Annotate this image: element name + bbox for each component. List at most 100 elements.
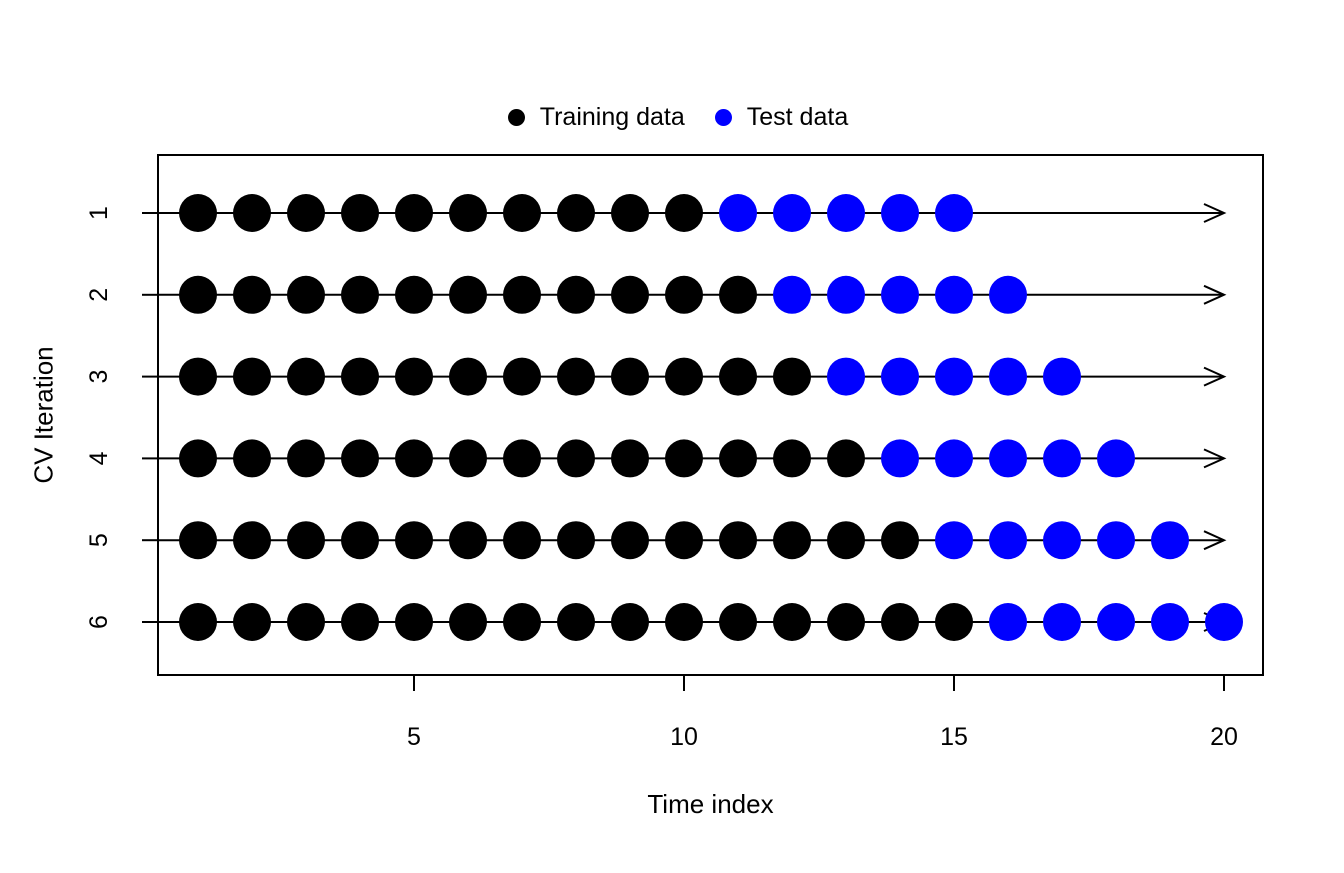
train-point	[449, 603, 487, 641]
x-tick-label: 15	[940, 723, 968, 751]
train-point	[881, 603, 919, 641]
test-point	[935, 521, 973, 560]
train-point	[935, 603, 973, 641]
train-point	[611, 603, 649, 641]
plot-border	[157, 154, 1264, 676]
test-point	[935, 275, 973, 314]
arrow-head-icon	[1203, 203, 1227, 223]
y-tick-label: 4	[85, 451, 113, 465]
train-point	[719, 357, 757, 396]
test-point	[827, 275, 865, 314]
train-point	[395, 603, 433, 641]
train-point	[233, 603, 271, 641]
train-point	[287, 275, 325, 314]
y-tick-label: 3	[85, 370, 113, 384]
train-point	[395, 275, 433, 314]
train-point	[827, 521, 865, 560]
train-point	[611, 439, 649, 478]
x-tick-label: 20	[1210, 723, 1238, 751]
test-point	[1043, 357, 1081, 396]
legend-item-test-data: Test data	[714, 102, 849, 132]
arrow-head-icon	[1203, 366, 1227, 387]
train-point	[287, 439, 325, 478]
test-point	[827, 194, 865, 232]
train-point	[287, 357, 325, 396]
train-point	[395, 194, 433, 232]
train-point	[341, 357, 379, 396]
x-tick-label: 10	[670, 723, 698, 751]
train-point	[233, 275, 271, 314]
arrow-head-icon	[1203, 284, 1227, 305]
train-point	[449, 521, 487, 560]
train-point	[179, 275, 217, 314]
train-point	[503, 194, 541, 232]
train-point	[341, 194, 379, 232]
train-point	[287, 521, 325, 560]
cv-row-2	[158, 275, 1227, 314]
legend-label-test-data: Test data	[746, 102, 849, 131]
train-point	[557, 439, 595, 478]
train-point	[557, 357, 595, 396]
train-point	[719, 521, 757, 560]
x-axis-title: Time index	[647, 789, 774, 819]
train-point	[341, 439, 379, 478]
train-point	[557, 275, 595, 314]
train-point	[179, 521, 217, 560]
x-tick-label: 5	[407, 723, 421, 751]
test-point	[1043, 521, 1081, 560]
train-point	[719, 275, 757, 314]
y-tick-label: 2	[85, 288, 113, 302]
test-point	[881, 439, 919, 478]
test-point	[773, 194, 811, 232]
train-point	[449, 439, 487, 478]
train-point	[395, 357, 433, 396]
train-point	[503, 439, 541, 478]
train-point	[395, 521, 433, 560]
y-tick-label: 5	[85, 533, 113, 547]
train-point	[341, 603, 379, 641]
train-point	[665, 603, 703, 641]
train-point	[233, 194, 271, 232]
test-point	[1043, 439, 1081, 478]
train-point	[773, 357, 811, 396]
train-point	[611, 194, 649, 232]
test-point	[1151, 521, 1189, 560]
train-point	[341, 275, 379, 314]
arrow-head-icon	[1203, 530, 1227, 551]
cv-row-6	[158, 603, 1243, 641]
train-point	[557, 603, 595, 641]
train-point	[179, 603, 217, 641]
test-point	[989, 521, 1027, 560]
train-point	[665, 439, 703, 478]
train-point	[179, 439, 217, 478]
train-point	[449, 357, 487, 396]
train-point	[611, 275, 649, 314]
train-point	[179, 357, 217, 396]
test-point	[827, 357, 865, 396]
train-point	[665, 275, 703, 314]
test-point	[881, 357, 919, 396]
train-point	[665, 194, 703, 232]
train-point	[449, 275, 487, 314]
cv-row-4	[158, 439, 1227, 478]
test-point	[1205, 603, 1243, 641]
test-point	[1097, 439, 1135, 478]
train-point	[557, 521, 595, 560]
train-point	[773, 521, 811, 560]
legend: Training data Test data	[158, 96, 1198, 138]
train-point	[233, 439, 271, 478]
train-point	[773, 439, 811, 478]
train-point	[665, 357, 703, 396]
train-point	[395, 439, 433, 478]
test-point	[1097, 603, 1135, 641]
test-point	[1043, 603, 1081, 641]
test-point	[1151, 603, 1189, 641]
test-point	[935, 194, 973, 232]
train-point	[179, 194, 217, 232]
train-point	[557, 194, 595, 232]
train-point	[503, 275, 541, 314]
train-point	[827, 439, 865, 478]
test-point	[989, 275, 1027, 314]
